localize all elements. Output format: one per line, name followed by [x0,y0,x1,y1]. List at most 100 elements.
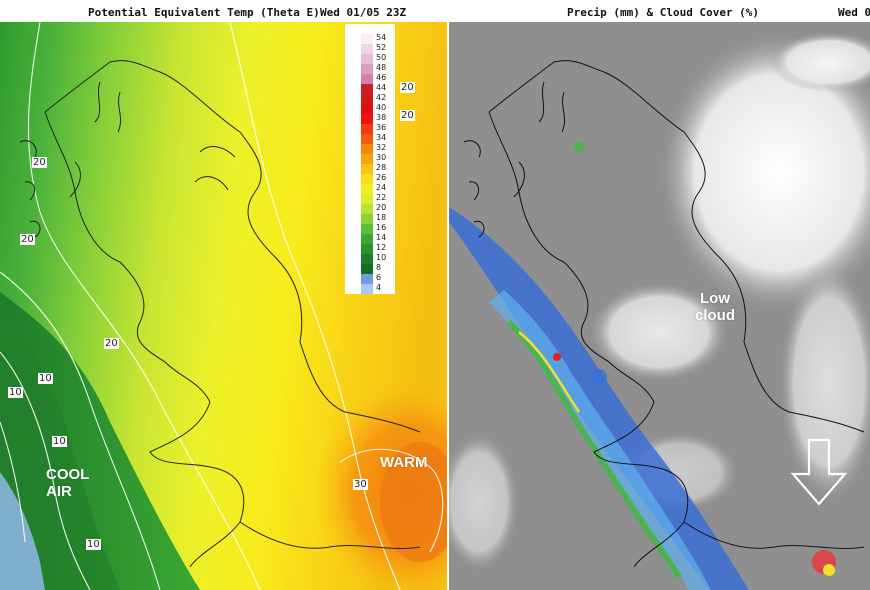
cloud-mass [769,32,870,92]
contour-label: 10 [38,373,53,384]
legend-swatch [361,84,373,94]
legend-swatch [361,274,373,284]
legend-value: 30 [376,153,387,162]
legend-swatch [361,54,373,64]
legend-entry: 8 [345,263,395,274]
legend-value: 36 [376,123,387,132]
down-arrow-icon [790,438,848,506]
legend-entry: 34 [345,133,395,144]
legend-swatch [361,224,373,234]
legend-value: 6 [376,273,382,282]
legend-value: 24 [376,183,387,192]
legend-value: 14 [376,233,387,242]
legend-value: 32 [376,143,387,152]
legend-entry: 6 [345,273,395,284]
legend-swatch [361,104,373,114]
warm-annotation: WARM [380,454,428,471]
legend-swatch [361,154,373,164]
precip-title: Precip (mm) & Cloud Cover (%) [567,6,760,19]
legend-entry: 54 [345,33,395,44]
legend-swatch [361,74,373,84]
legend-entry: 42 [345,93,395,104]
precip-cloud-map [449,22,870,590]
legend-value: 26 [376,173,387,182]
theta-e-datetime: Wed 01/05 23Z [320,6,407,19]
contour-label: 10 [86,539,101,550]
cloud-mass [779,262,870,502]
legend-entry: 48 [345,63,395,74]
cloud-mass [449,432,519,572]
cloud-mass [589,282,729,382]
legend-value: 54 [376,33,387,42]
legend-entry: 36 [345,123,395,134]
legend-value: 40 [376,103,387,112]
legend-value: 38 [376,113,387,122]
contour-label: 10 [52,436,67,447]
legend-value: 28 [376,163,387,172]
legend-swatch [361,144,373,154]
legend-entry: 30 [345,153,395,164]
legend-swatch [361,264,373,274]
legend-entry: 22 [345,193,395,204]
precip-datetime: Wed 0 [838,6,870,19]
legend-swatch [361,244,373,254]
legend-swatch [361,34,373,44]
legend-value: 20 [376,203,387,212]
cloud-mass [659,32,870,312]
cold-blue-region [0,472,45,590]
legend-entry: 14 [345,233,395,244]
contour-label: 10 [8,387,23,398]
legend-value: 44 [376,83,387,92]
legend-value: 12 [376,243,387,252]
legend-swatch [361,124,373,134]
legend-value: 16 [376,223,387,232]
legend-entry: 16 [345,223,395,234]
legend-swatch [361,64,373,74]
contour-label: 20 [400,110,415,121]
coastline [19,60,421,568]
legend-swatch [361,164,373,174]
legend-entry: 10 [345,254,395,264]
legend-value: 22 [376,193,387,202]
legend-entry: 52 [345,43,395,54]
warm-core [380,442,447,562]
legend-entry: 20 [345,203,395,214]
contour-label: 20 [32,157,47,168]
precip-cloud-map-panel: Precip (mm) & Cloud Cover (%) Wed 0 [449,0,870,590]
contour-label: 30 [353,479,368,490]
legend-entry: 24 [345,183,395,194]
contour-label: 20 [400,82,415,93]
legend-swatch [361,214,373,224]
cool-air-annotation: COOL AIR [46,466,90,500]
coastline [463,60,865,568]
precip-band [449,142,836,590]
legend-swatch [361,204,373,214]
legend-entry: 40 [345,103,395,114]
legend-swatch [361,94,373,104]
theta-e-legend: 54 52 50 48 46 44 42 40 38 36 34 32 30 28 26 24 22 20 18 16… [345,24,395,294]
precip-max [553,353,561,361]
legend-value: 4 [376,283,382,292]
contour-label: 20 [20,234,35,245]
legend-value: 34 [376,133,387,142]
legend-entry: 12 [345,243,395,254]
legend-value: 48 [376,63,387,72]
legend-swatch [361,194,373,204]
legend-swatch [361,114,373,124]
legend-swatch [361,174,373,184]
theta-e-contours [0,22,444,590]
legend-swatch [361,284,373,294]
theta-e-map-panel: Potential Equivalent Temp (Theta E) Wed … [0,6,447,590]
legend-value: 50 [376,53,387,62]
legend-entry: 44 [345,83,395,94]
legend-swatch [361,44,373,54]
legend-value: 8 [376,263,382,272]
legend-entry: 28 [345,163,395,174]
legend-value: 42 [376,93,387,102]
theta-e-title: Potential Equivalent Temp (Theta E) [88,6,320,19]
low-cloud-annotation: Low cloud [695,290,735,324]
legend-value: 52 [376,43,387,52]
legend-swatch [361,234,373,244]
legend-entry: 32 [345,143,395,154]
legend-swatch [361,134,373,144]
